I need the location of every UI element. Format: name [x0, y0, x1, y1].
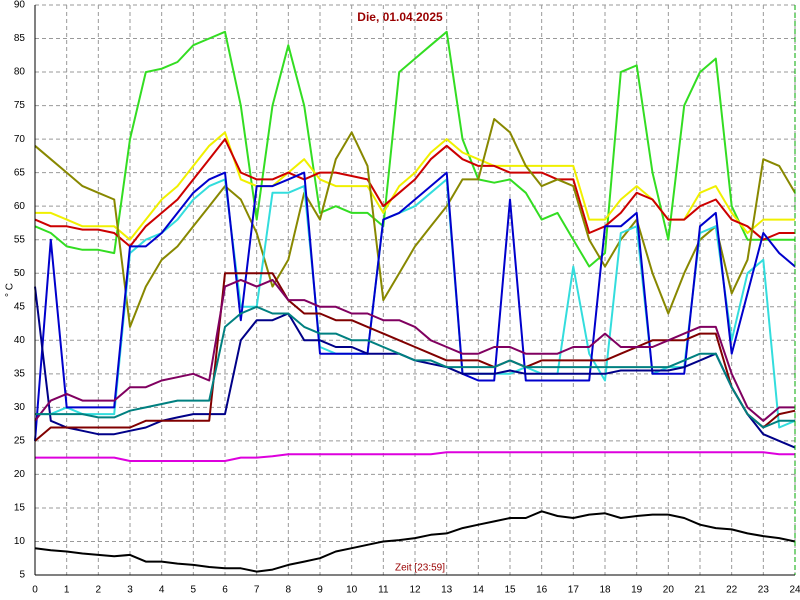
x-tick-label: 0 — [32, 585, 38, 596]
x-tick-label: 7 — [254, 585, 260, 596]
y-tick-label: 70 — [14, 134, 26, 145]
x-tick-label: 6 — [222, 585, 228, 596]
y-tick-label: 20 — [14, 469, 26, 480]
x-tick-label: 15 — [504, 585, 516, 596]
x-tick-label: 5 — [191, 585, 197, 596]
x-tick-label: 12 — [409, 585, 421, 596]
y-tick-label: 60 — [14, 201, 26, 212]
x-tick-label: 17 — [568, 585, 580, 596]
y-tick-label: 30 — [14, 402, 26, 413]
y-tick-label: 80 — [14, 67, 26, 78]
x-tick-label: 20 — [663, 585, 675, 596]
y-tick-label: 90 — [14, 0, 26, 11]
y-tick-label: 85 — [14, 33, 26, 44]
x-tick-label: 21 — [694, 585, 706, 596]
x-tick-label: 24 — [789, 585, 800, 596]
y-tick-label: 15 — [14, 503, 26, 514]
series-line — [34, 510, 796, 573]
chart-title: Die, 01.04.2025 — [357, 10, 443, 24]
y-tick-label: 10 — [14, 536, 26, 547]
x-tick-label: 18 — [599, 585, 611, 596]
series-line — [35, 451, 795, 462]
x-tick-label: 9 — [317, 585, 323, 596]
series-line — [35, 305, 795, 429]
x-tick-label: 2 — [96, 585, 102, 596]
series-line — [34, 278, 795, 422]
y-tick-label: 55 — [14, 234, 26, 245]
x-tick-label: 13 — [441, 585, 453, 596]
x-tick-label: 4 — [159, 585, 165, 596]
series-line — [34, 171, 796, 441]
series-line — [34, 30, 795, 268]
y-tick-label: 35 — [14, 368, 26, 379]
series-line — [34, 118, 796, 328]
y-tick-label: 75 — [14, 100, 26, 111]
y-axis-label: ° C — [5, 283, 16, 297]
series-line — [34, 138, 795, 248]
x-tick-label: 22 — [726, 585, 738, 596]
x-tick-label: 11 — [378, 585, 389, 596]
y-tick-label: 40 — [14, 335, 26, 346]
x-axis-label: Zeit [23:59] — [395, 563, 445, 574]
y-tick-label: 50 — [14, 268, 26, 279]
y-tick-label: 25 — [14, 436, 26, 447]
y-tick-label: 5 — [19, 570, 25, 581]
x-tick-label: 3 — [127, 585, 133, 596]
x-tick-label: 8 — [286, 585, 292, 596]
x-tick-label: 14 — [473, 585, 485, 596]
x-tick-label: 19 — [631, 585, 643, 596]
x-tick-label: 1 — [64, 585, 70, 596]
x-tick-label: 23 — [758, 585, 770, 596]
x-tick-label: 16 — [536, 585, 548, 596]
x-tick-label: 10 — [346, 585, 358, 596]
y-tick-label: 65 — [14, 167, 26, 178]
plot-lines — [34, 30, 796, 573]
y-tick-label: 45 — [14, 301, 26, 312]
